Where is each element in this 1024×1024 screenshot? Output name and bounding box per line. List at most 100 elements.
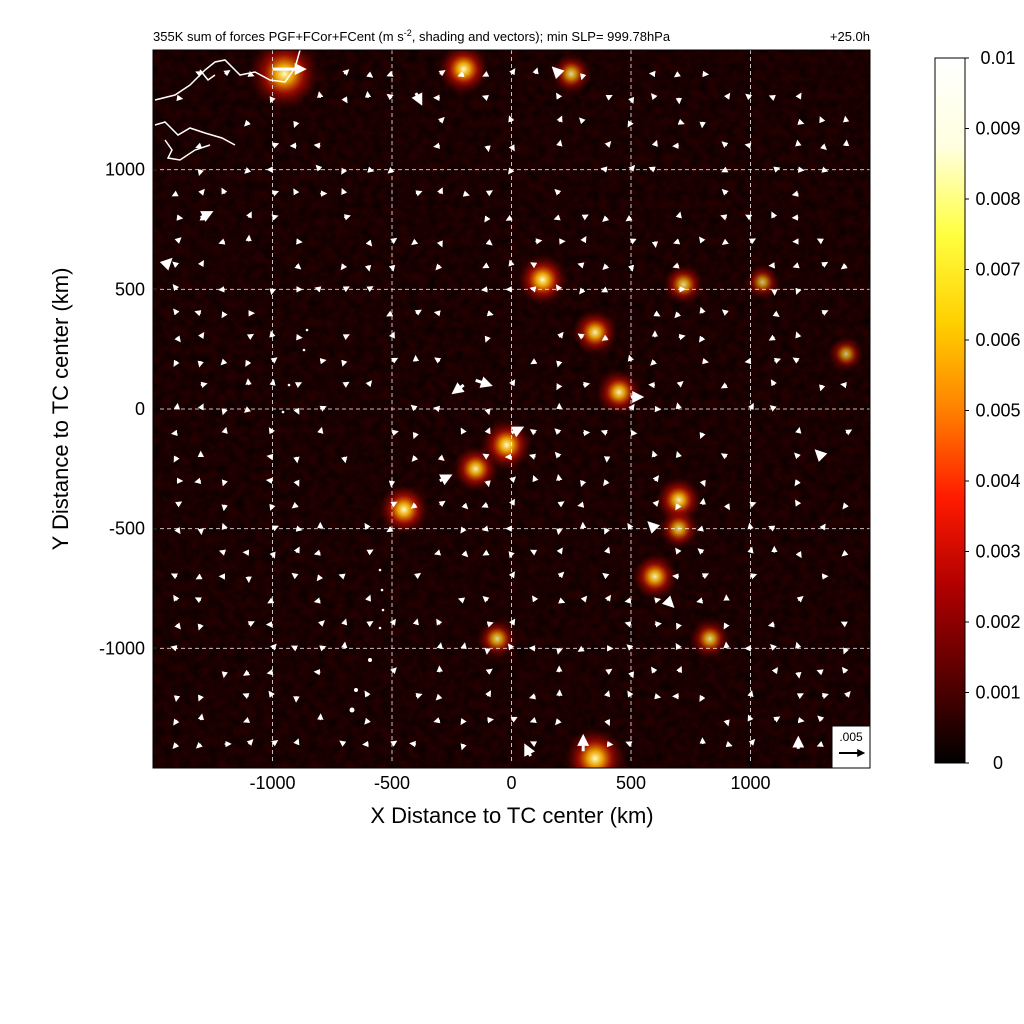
- vector-arrow: [410, 404, 418, 412]
- vector-arrow: [269, 551, 276, 559]
- heatmap-hotspots: [248, 50, 864, 768]
- vector-arrow: [697, 548, 705, 555]
- y-tick-label: 1000: [105, 160, 145, 180]
- vector-arrow: [628, 164, 636, 172]
- vector-arrow: [821, 692, 829, 700]
- vector-arrow: [317, 426, 324, 434]
- vector-arrow: [820, 143, 827, 151]
- vector-arrow: [696, 525, 704, 532]
- vector-arrow: [627, 690, 634, 698]
- heatmap-hotspot: [655, 476, 702, 523]
- vector-arrow: [457, 71, 465, 78]
- vector-arrow: [556, 383, 563, 391]
- x-tick-label: -1000: [249, 773, 295, 793]
- vector-arrow: [388, 480, 396, 488]
- vector-arrow: [529, 716, 537, 724]
- vector-arrow: [437, 116, 445, 124]
- vector-arrow: [745, 214, 753, 221]
- y-axis-label: Y Distance to TC center (km): [48, 268, 73, 551]
- vector-arrow: [242, 693, 250, 700]
- heatmap-hotspot: [596, 369, 643, 416]
- vector-arrow-strong: [647, 521, 661, 534]
- vector-arrow: [268, 690, 275, 698]
- vector-arrow: [173, 308, 180, 316]
- vector-arrow: [842, 115, 850, 123]
- vector-arrow: [654, 597, 662, 604]
- reference-vector-box: [831, 725, 871, 769]
- vector-arrow: [720, 382, 728, 389]
- vector-arrow: [223, 70, 231, 77]
- vector-arrow: [271, 214, 279, 221]
- vector-arrow: [795, 551, 802, 559]
- vector-arrow: [342, 334, 350, 341]
- vector-arrow: [675, 503, 682, 511]
- vector-arrow: [652, 475, 660, 483]
- vector-arrow: [290, 645, 299, 652]
- vector-arrow: [390, 740, 398, 747]
- vector-arrow: [720, 453, 728, 460]
- vector-arrow: [604, 718, 611, 727]
- vector-arrow: [557, 571, 565, 579]
- vector-arrow: [841, 666, 849, 674]
- vector-arrow: [341, 641, 348, 649]
- vector-arrow: [340, 263, 348, 271]
- vector-arrow: [198, 694, 204, 702]
- vector-arrow: [745, 93, 753, 101]
- vector-arrow: [174, 335, 181, 343]
- vector-arrow: [556, 115, 563, 123]
- vector-arrow-strong: [814, 449, 828, 463]
- vector-arrow: [482, 549, 490, 556]
- vector-arrow: [508, 144, 515, 152]
- vector-arrow: [481, 94, 489, 101]
- vector-arrow: [438, 500, 446, 508]
- vector-arrow: [266, 453, 274, 461]
- vector-arrow: [460, 526, 467, 534]
- vector-arrow: [795, 92, 802, 100]
- island-chain: [281, 328, 385, 713]
- vector-arrow: [842, 502, 849, 510]
- vector-arrow-strong: [159, 257, 173, 271]
- heatmap-hotspot: [689, 618, 731, 660]
- vector-arrow: [457, 597, 466, 604]
- y-tick-label: -1000: [99, 638, 145, 658]
- vector-arrow: [221, 504, 228, 512]
- vector-arrow: [389, 331, 395, 339]
- vector-arrow: [391, 357, 399, 364]
- vector-arrow: [410, 502, 418, 509]
- vector-arrow: [773, 357, 781, 364]
- vector-arrow: [604, 690, 611, 698]
- vector-arrow: [341, 456, 348, 464]
- vector-arrow: [624, 621, 632, 628]
- vector-arrow: [171, 190, 179, 197]
- vector-arrow: [605, 668, 613, 675]
- heatmap-hotspot: [378, 483, 430, 536]
- vector-arrow: [768, 334, 776, 341]
- vector-arrow: [319, 645, 327, 652]
- vector-arrow: [723, 503, 730, 511]
- vector-arrow: [341, 187, 348, 196]
- vector-arrow: [720, 214, 728, 221]
- vector-arrow: [198, 331, 205, 340]
- vector-arrow: [486, 310, 494, 317]
- vector-arrow-strong: [510, 426, 525, 438]
- colorbar-tick-label: 0.004: [975, 471, 1020, 491]
- vector-arrow: [797, 118, 805, 125]
- vector-arrow: [602, 215, 610, 223]
- vector-arrow: [195, 142, 203, 149]
- vector-arrow: [792, 262, 800, 269]
- vector-arrow: [819, 116, 826, 124]
- vector-arrow: [388, 264, 396, 272]
- colorbar-tick-label: 0.007: [975, 260, 1020, 280]
- vector-arrow: [817, 715, 825, 723]
- heatmap-hotspot: [828, 336, 864, 372]
- vector-arrow: [243, 717, 251, 723]
- vector-arrow: [245, 359, 252, 367]
- vector-arrow: [243, 406, 251, 413]
- vector-arrow: [291, 501, 299, 509]
- vector-arrow: [484, 427, 491, 435]
- vector-arrow: [485, 690, 492, 698]
- vector-arrow: [794, 452, 801, 460]
- vector-arrow: [556, 474, 563, 481]
- vector-arrow: [485, 668, 493, 675]
- vector-arrow: [698, 335, 706, 343]
